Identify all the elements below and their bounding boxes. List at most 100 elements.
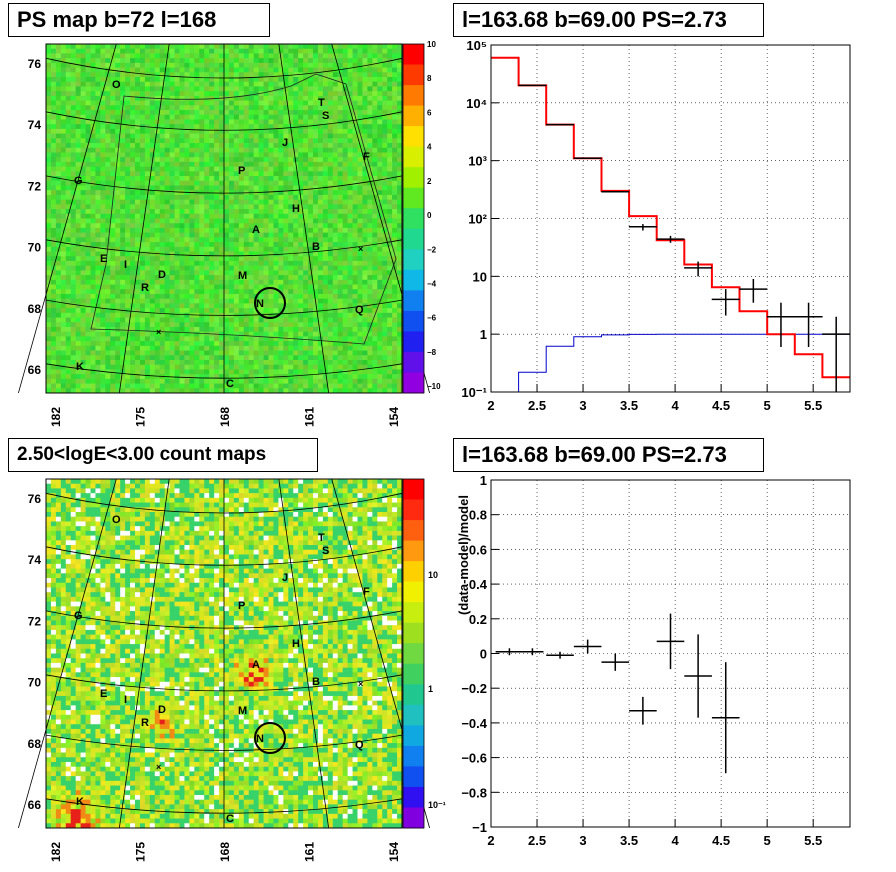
heatmap-cell [115, 312, 121, 318]
heatmap-cell [164, 157, 171, 163]
heatmap-cell [322, 237, 329, 243]
heatmap-cell [258, 114, 264, 120]
heatmap-cell [174, 152, 180, 158]
heatmap-cell [95, 133, 101, 139]
heatmap-cell [135, 232, 141, 238]
heatmap-cell [392, 180, 398, 186]
heatmap-cell [100, 204, 106, 210]
heatmap-cell [75, 114, 82, 120]
heatmap-cell [392, 62, 398, 68]
heatmap-cell [357, 44, 363, 50]
heatmap-cell [149, 133, 156, 139]
heatmap-cell [209, 322, 215, 328]
heatmap-cell [337, 260, 344, 267]
heatmap-cell [46, 209, 52, 215]
heatmap-cell [397, 67, 403, 73]
heatmap-cell [268, 190, 274, 196]
heatmap-cell [283, 105, 289, 111]
heatmap-cell [179, 284, 185, 290]
heatmap-cell [184, 138, 190, 144]
heatmap-cell [283, 161, 289, 168]
heatmap-cell [263, 312, 269, 318]
heatmap-cell [362, 152, 368, 158]
heatmap-cell [337, 308, 344, 314]
heatmap-cell [144, 91, 151, 97]
heatmap-cell [184, 44, 190, 50]
heatmap-cell [367, 194, 373, 201]
heatmap-cell [278, 326, 284, 333]
heatmap-cell [392, 275, 398, 281]
heatmap-cell [90, 218, 96, 224]
heatmap-cell [224, 138, 230, 144]
heatmap-cell [90, 67, 96, 73]
heatmap-cell [263, 298, 269, 304]
heatmap-cell [263, 62, 269, 68]
heatmap-cell [253, 185, 260, 191]
heatmap-cell [397, 326, 403, 333]
heatmap-cell [268, 166, 274, 172]
heatmap-cell [392, 223, 398, 229]
heatmap-cell [149, 355, 156, 361]
heatmap-cell [174, 298, 180, 304]
heatmap-cell [154, 62, 161, 68]
heatmap-cell [214, 166, 220, 172]
heatmap-cell [125, 180, 131, 186]
heatmap-cell [342, 77, 349, 83]
heatmap-cell [189, 284, 195, 290]
heatmap-cell [50, 355, 57, 361]
heatmap-cell [194, 218, 200, 224]
heatmap-cell [268, 246, 274, 252]
heatmap-cell [352, 180, 358, 186]
heatmap-cell [238, 350, 245, 356]
heatmap-cell [70, 251, 77, 257]
heatmap-cell [154, 293, 161, 300]
heatmap-cell [120, 317, 126, 323]
heatmap-cell [184, 364, 190, 370]
heatmap-cell [342, 331, 349, 337]
heatmap-cell [263, 256, 269, 262]
heatmap-cell [100, 317, 106, 323]
heatmap-cell [184, 279, 190, 285]
heatmap-cell [219, 185, 225, 191]
heatmap-cell [95, 204, 101, 210]
heatmap-cell [258, 91, 264, 97]
heatmap-cell [179, 138, 185, 144]
heatmap-cell [65, 124, 72, 130]
heatmap-cell [55, 303, 62, 309]
heatmap-cell [278, 81, 284, 87]
heatmap-cell [144, 284, 151, 290]
heatmap-cell [392, 161, 398, 168]
heatmap-cell [352, 345, 358, 351]
heatmap-cell [377, 128, 383, 135]
heatmap-cell [110, 232, 116, 238]
heatmap-cell [189, 227, 195, 234]
heatmap-cell [392, 44, 398, 50]
heatmap-cell [273, 100, 279, 106]
heatmap-cell [55, 369, 62, 375]
heatmap-cell [70, 326, 77, 333]
heatmap-cell [337, 350, 344, 356]
heatmap-cell [352, 303, 358, 309]
heatmap-cell [105, 48, 111, 54]
heatmap-cell [174, 336, 180, 342]
heatmap-cell [189, 166, 195, 172]
heatmap-cell [110, 86, 116, 92]
heatmap-cell [397, 62, 403, 68]
heatmap-cell [298, 260, 304, 267]
heatmap-cell [268, 110, 274, 116]
heatmap-cell [268, 143, 274, 149]
heatmap-cell [130, 209, 136, 215]
heatmap-cell [135, 53, 141, 59]
heatmap-cell [243, 279, 250, 285]
heatmap-cell [110, 81, 116, 87]
heatmap-cell [322, 133, 329, 139]
heatmap-cell [352, 275, 358, 281]
heatmap-cell [293, 209, 299, 215]
heatmap-cell [75, 133, 82, 139]
heatmap-cell [100, 133, 106, 139]
heatmap-cell [317, 279, 324, 285]
heatmap-cell [313, 176, 319, 182]
heatmap-cell [263, 119, 269, 125]
heatmap-cell [100, 95, 106, 101]
heatmap-cell [308, 355, 314, 361]
